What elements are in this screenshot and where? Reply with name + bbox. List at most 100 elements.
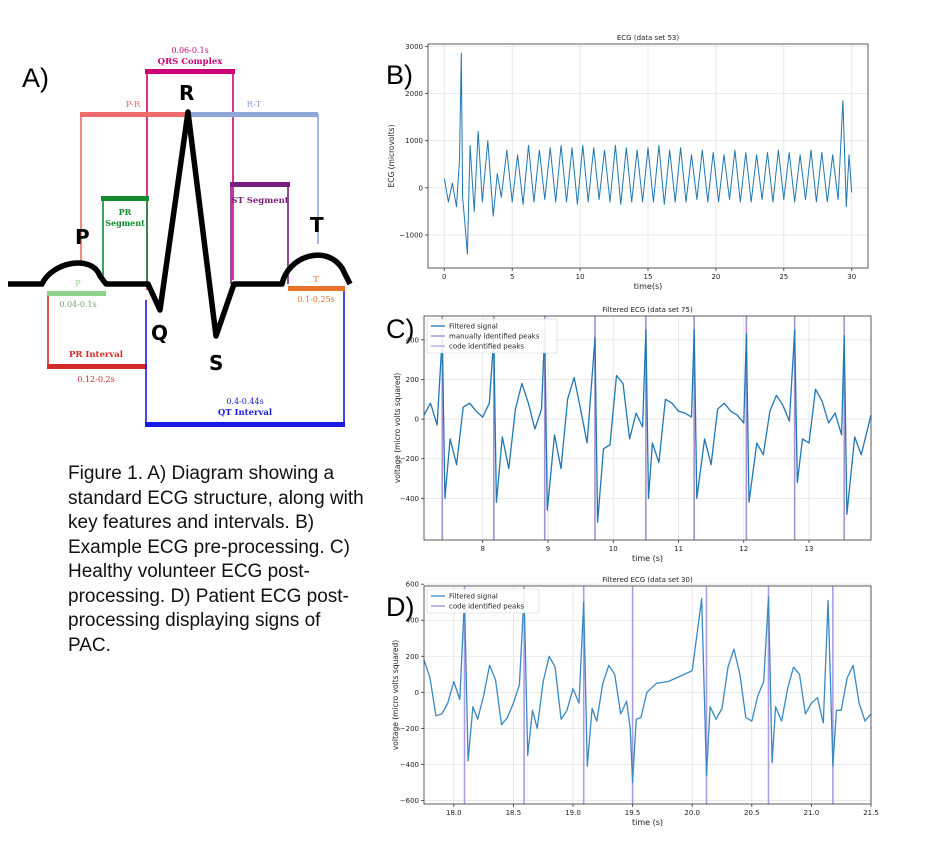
plot-area <box>428 44 868 268</box>
x-tick-label: 10 <box>609 545 618 553</box>
panel-label-a: A) <box>22 63 49 93</box>
x-axis-label: time (s) <box>632 554 663 563</box>
qrs-duration-label: 0.06-0.1s <box>171 46 208 55</box>
y-axis-label: ECG (microvolts) <box>387 124 396 187</box>
legend-label: code identified peaks <box>449 343 524 351</box>
y-tick-label: −400 <box>400 761 419 769</box>
x-tick-label: 15 <box>644 273 653 281</box>
y-tick-label: 0 <box>415 416 419 424</box>
y-tick-label: −1000 <box>399 231 423 239</box>
y-axis-label: voltage (micro volts squared) <box>393 373 402 483</box>
series-line <box>423 329 872 523</box>
y-tick-label: −400 <box>400 495 419 503</box>
p-wave-bar <box>47 291 106 296</box>
pr-segment-label-2: Segment <box>105 218 145 228</box>
x-tick-label: 21.5 <box>863 809 879 817</box>
x-tick-label: 25 <box>779 273 788 281</box>
y-tick-label: 200 <box>406 653 419 661</box>
qt-interval-label: QT Interval <box>218 408 273 418</box>
pr-interval-bar <box>47 364 147 369</box>
qrs-complex-label: QRS Complex <box>158 57 224 67</box>
y-tick-label: 0 <box>419 184 423 192</box>
chart-title: Filtered ECG (data set 75) <box>602 306 693 314</box>
y-tick-label: 3000 <box>405 43 423 51</box>
x-tick-label: 11 <box>674 545 683 553</box>
pr-segment-label-1: PR <box>119 207 132 217</box>
x-tick-label: 5 <box>510 273 514 281</box>
wave-label-s: S <box>209 351 223 375</box>
x-tick-label: 9 <box>546 545 550 553</box>
pr-label: P-R <box>126 100 141 110</box>
rt-label: R-T <box>247 100 262 110</box>
plot-area <box>424 316 871 540</box>
x-tick-label: 0 <box>442 273 446 281</box>
legend-box <box>426 318 558 354</box>
series-line <box>423 592 872 784</box>
x-tick-label: 12 <box>739 545 748 553</box>
x-axis-label: time(s) <box>634 282 662 291</box>
x-tick-label: 20.0 <box>684 809 700 817</box>
chart-title: ECG (data set 53) <box>617 34 680 42</box>
p-wave-duration: 0.04-0.1s <box>59 300 96 309</box>
rt-bar <box>190 112 318 117</box>
pr-interval-label: PR Interval <box>69 350 124 360</box>
chart-title: Filtered ECG (data set 30) <box>602 576 693 584</box>
t-wave-duration: 0.1-0.25s <box>297 295 334 304</box>
wave-label-t: T <box>310 213 324 237</box>
plot-frame <box>423 315 872 541</box>
panel-label-c: C) <box>386 314 415 344</box>
pr-bar <box>80 112 190 117</box>
panel-label-d: D) <box>386 592 415 622</box>
x-axis-label: time (s) <box>632 818 663 827</box>
legend-label: manually identified peaks <box>449 333 540 341</box>
p-wave-bar-label: P <box>75 279 81 288</box>
x-tick-label: 21.0 <box>804 809 820 817</box>
x-tick-label: 20 <box>711 273 720 281</box>
pr-segment-bar <box>101 196 149 201</box>
ecg-trace <box>8 109 353 339</box>
legend-label: Filtered signal <box>449 323 498 331</box>
y-tick-label: 2000 <box>405 90 423 98</box>
x-tick-label: 18.0 <box>446 809 462 817</box>
qrs-complex-bar <box>145 69 235 74</box>
wave-label-q: Q <box>151 321 168 345</box>
y-tick-label: −200 <box>400 725 419 733</box>
y-tick-label: −200 <box>400 455 419 463</box>
x-tick-label: 19.5 <box>625 809 641 817</box>
legend-label: Filtered signal <box>449 593 498 601</box>
st-segment-label: ST Segment <box>231 196 288 206</box>
x-tick-label: 20.5 <box>744 809 760 817</box>
pr-interval-duration: 0.12-0.2s <box>77 375 114 384</box>
x-tick-label: 13 <box>805 545 814 553</box>
panel-label-b: B) <box>386 60 413 90</box>
wave-label-p: P <box>75 225 90 249</box>
legend-label: code identified peaks <box>449 603 524 611</box>
y-tick-label: 1000 <box>405 137 423 145</box>
y-tick-label: 200 <box>406 376 419 384</box>
t-wave-bar-label: T <box>313 275 319 284</box>
x-tick-label: 18.5 <box>506 809 522 817</box>
t-wave-bar <box>288 286 345 291</box>
y-axis-label: voltage (micro volts squared) <box>391 640 400 750</box>
st-segment-bar <box>230 182 290 187</box>
series-line <box>443 52 853 255</box>
y-tick-label: 0 <box>415 689 419 697</box>
x-tick-label: 19.0 <box>565 809 581 817</box>
figure-caption: Figure 1. A) Diagram showing a standard … <box>68 463 364 656</box>
y-tick-label: −600 <box>400 797 419 805</box>
wave-label-r: R <box>179 81 194 105</box>
plot-frame <box>427 43 869 269</box>
x-tick-label: 10 <box>576 273 585 281</box>
plot-frame <box>423 585 872 805</box>
qt-interval-duration: 0.4-0.44s <box>226 397 263 406</box>
y-tick-label: 600 <box>406 581 419 589</box>
legend-box <box>426 588 540 614</box>
qt-interval-bar <box>145 422 345 427</box>
plot-area <box>424 586 871 804</box>
x-tick-label: 8 <box>480 545 484 553</box>
x-tick-label: 30 <box>847 273 856 281</box>
